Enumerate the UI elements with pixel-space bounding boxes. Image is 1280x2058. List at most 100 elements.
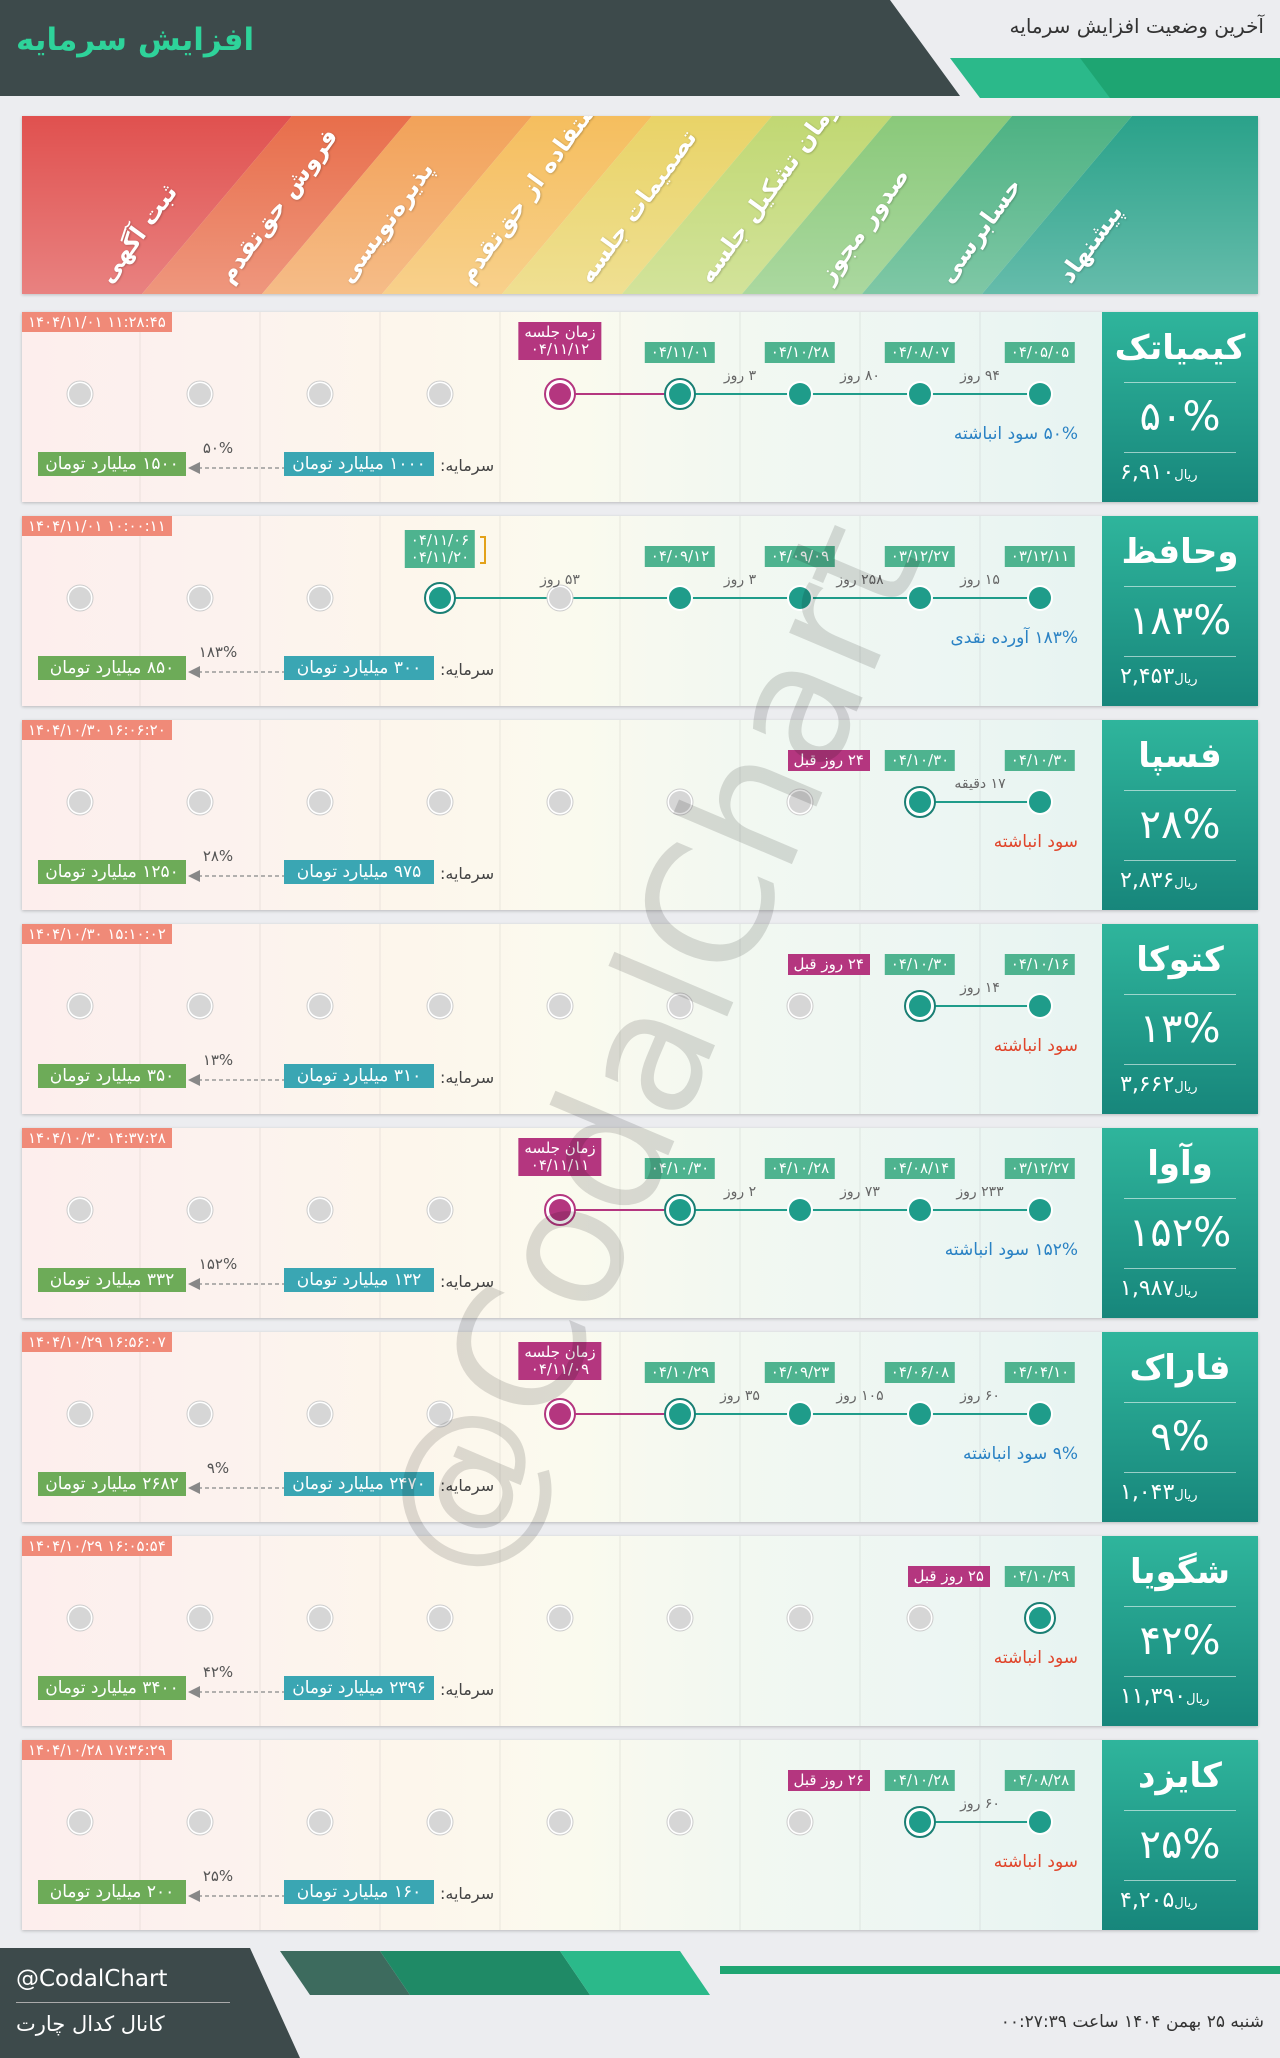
pending-dot	[549, 995, 571, 1017]
increase-percent: ۱۳%	[1139, 1006, 1221, 1052]
stock-symbol[interactable]: وحافظ	[1121, 532, 1239, 572]
stock-card[interactable]: ۰۳/۱۲/۱۱ ۰۳/۱۲/۲۷ ۰۴/۰۹/۰۹ ۰۴/۰۹/۱۲ ۱۵ روز ۲۵…	[22, 516, 1258, 706]
pending-dot	[429, 1403, 451, 1425]
stock-card[interactable]: ۰۴/۱۰/۳۰ ۰۴/۱۰/۳۰ ۱۷ دقیقه ۲۴ روز قبل ۱۴۰۴/۱…	[22, 720, 1258, 910]
pending-dot	[669, 995, 691, 1017]
capital-old: ۹۷۵ میلیارد تومان	[284, 860, 434, 884]
timeline-panel: ۰۴/۰۸/۲۸ ۰۴/۱۰/۲۸ ۶۰ روز ۲۶ روز قبل ۱۴۰۴/۱۰/…	[22, 1740, 1102, 1930]
divider	[1124, 1472, 1236, 1473]
pending-dot	[189, 587, 211, 609]
update-timestamp: ۱۴۰۴/۱۱/۰۱ ۱۱:۲۸:۴۵	[22, 312, 172, 332]
footer-handle[interactable]: @CodalChart	[16, 1966, 168, 1992]
update-timestamp: ۱۴۰۴/۱۰/۲۹ ۱۶:۵۶:۰۷	[22, 1332, 172, 1352]
divider	[1124, 1676, 1236, 1677]
done-dot	[789, 1199, 811, 1221]
date-label: ۰۴/۰۹/۲۳	[764, 1362, 836, 1383]
increase-percent: ۴۲%	[1139, 1618, 1221, 1664]
stock-card[interactable]: ۰۴/۱۰/۲۹ ۲۵ روز قبل ۱۴۰۴/۱۰/۲۹ ۱۶:۰۵:۵۴ سود…	[22, 1536, 1258, 1726]
stock-card[interactable]: ۰۴/۰۸/۲۸ ۰۴/۱۰/۲۸ ۶۰ روز ۲۶ روز قبل ۱۴۰۴/۱۰/…	[22, 1740, 1258, 1930]
stock-symbol[interactable]: کایزد	[1138, 1756, 1222, 1796]
stock-summary: شگویا ۴۲% ریال۱۱,۳۹۰	[1102, 1536, 1258, 1726]
pending-dot	[549, 587, 571, 609]
return-type: سود انباشته	[993, 1648, 1078, 1668]
stock-card[interactable]: ۰۳/۱۲/۲۷ ۰۴/۰۸/۱۴ ۰۴/۱۰/۲۸ ۰۴/۱۰/۳۰ ۲۳۳ روز ۷…	[22, 1128, 1258, 1318]
stock-card[interactable]: ۰۴/۰۵/۰۵ ۰۴/۰۸/۰۷ ۰۴/۱۰/۲۸ ۰۴/۱۱/۰۱ ۹۴ روز ۸۰…	[22, 312, 1258, 502]
pending-dot	[309, 1811, 331, 1833]
header-band	[0, 0, 960, 96]
capital-percent: ۱۵۲%	[198, 1255, 238, 1273]
stock-price: ریال۳,۶۶۲	[1120, 1072, 1198, 1097]
pending-dot	[429, 383, 451, 405]
update-timestamp: ۱۴۰۴/۱۰/۳۰ ۱۵:۱۰:۰۲	[22, 924, 172, 944]
price-unit: ریال	[1174, 468, 1198, 483]
stock-symbol[interactable]: فسپا	[1138, 736, 1222, 776]
meeting-label-title: زمان جلسه	[524, 323, 596, 341]
stock-summary: وآوا ۱۵۲% ریال۱,۹۸۷	[1102, 1128, 1258, 1318]
meeting-dot	[549, 1403, 571, 1425]
pending-dot	[189, 1199, 211, 1221]
capital-label: سرمایه:	[440, 1680, 495, 1699]
pending-dot	[309, 995, 331, 1017]
pending-dot	[69, 995, 91, 1017]
capital-percent: ۱۳%	[202, 1051, 234, 1069]
days-ago-label: ۲۴ روز قبل	[787, 954, 870, 975]
capital-new: ۳۴۰۰ میلیارد تومان	[38, 1676, 186, 1700]
footer-stripe	[720, 1966, 1280, 1974]
stock-symbol[interactable]: کتوکا	[1136, 940, 1224, 980]
header: افزایش سرمایه آخرین وضعیت افزایش سرمایه	[0, 0, 1280, 98]
update-timestamp: ۱۴۰۴/۱۱/۰۱ ۱۰:۰۰:۱۱	[22, 516, 172, 536]
meeting-dot	[549, 1199, 571, 1221]
capital-new: ۱۲۵۰ میلیارد تومان	[38, 860, 186, 884]
capital-label: سرمایه:	[440, 1884, 495, 1903]
footer-band	[0, 1948, 300, 2058]
date-label: ۰۴/۱۰/۲۹	[1004, 1566, 1076, 1587]
price-value: ۲,۴۵۳	[1120, 664, 1175, 689]
divider	[1124, 1064, 1236, 1065]
done-dot	[789, 383, 811, 405]
footer-date: شنبه ۲۵ بهمن ۱۴۰۴ ساعت ۰۰:۲۷:۳۹	[1000, 2012, 1264, 2032]
stock-summary: وحافظ ۱۸۳% ریال۲,۴۵۳	[1102, 516, 1258, 706]
pending-dot	[69, 1607, 91, 1629]
gap-days: ۲۵۸ روز	[836, 572, 884, 588]
pending-dot	[429, 1811, 451, 1833]
stock-card[interactable]: ۰۴/۱۰/۱۶ ۰۴/۱۰/۳۰ ۱۴ روز ۲۴ روز قبل ۱۴۰۴/۱۰/…	[22, 924, 1258, 1114]
price-unit: ریال	[1174, 1080, 1198, 1095]
pending-dot	[669, 791, 691, 813]
timeline-panel: ۰۴/۱۰/۱۶ ۰۴/۱۰/۳۰ ۱۴ روز ۲۴ روز قبل ۱۴۰۴/۱۰/…	[22, 924, 1102, 1114]
capital-old: ۳۱۰ میلیارد تومان	[284, 1064, 434, 1088]
capital-new: ۸۵۰ میلیارد تومان	[38, 656, 186, 680]
gap-days: ۱۵ روز	[960, 572, 1000, 588]
stock-symbol[interactable]: فاراک	[1129, 1348, 1231, 1388]
pending-dot	[789, 791, 811, 813]
current-dot	[669, 1199, 691, 1221]
footer-stripe	[560, 1951, 710, 1995]
done-dot	[669, 587, 691, 609]
date-label: ۰۴/۰۹/۰۹	[764, 546, 836, 567]
done-dot	[1029, 587, 1051, 609]
return-type: سود انباشته	[993, 1036, 1078, 1056]
gap-days: ۹۴ روز	[960, 368, 1000, 384]
pending-dot	[429, 1199, 451, 1221]
increase-percent: ۱۸۳%	[1128, 598, 1232, 644]
current-stage-label: ۰۴/۱۱/۰۶ ۰۴/۱۱/۲۰	[404, 530, 476, 568]
stock-symbol[interactable]: وآوا	[1147, 1144, 1213, 1184]
timeline-panel: ۰۴/۱۰/۲۹ ۲۵ روز قبل ۱۴۰۴/۱۰/۲۹ ۱۶:۰۵:۵۴ سود…	[22, 1536, 1102, 1726]
arrow-left-icon	[188, 1482, 284, 1494]
done-dot	[909, 383, 931, 405]
capital-label: سرمایه:	[440, 864, 495, 883]
pending-dot	[549, 1607, 571, 1629]
stock-card[interactable]: ۰۴/۰۴/۱۰ ۰۴/۰۶/۰۸ ۰۴/۰۹/۲۳ ۰۴/۱۰/۲۹ ۶۰ روز ۱۰…	[22, 1332, 1258, 1522]
price-value: ۱,۹۸۷	[1120, 1276, 1175, 1301]
stock-price: ریال۲,۴۵۳	[1120, 664, 1198, 689]
pending-dot	[69, 1199, 91, 1221]
date-label: ۰۴/۰۸/۱۴	[884, 1158, 956, 1179]
capital-percent: ۲۵%	[202, 1867, 234, 1885]
stock-symbol[interactable]: کیمیاتک	[1114, 328, 1246, 368]
divider	[1124, 656, 1236, 657]
current-dot	[669, 1403, 691, 1425]
stock-symbol[interactable]: شگویا	[1129, 1552, 1231, 1592]
pending-dot	[429, 995, 451, 1017]
capital-new: ۳۵۰ میلیارد تومان	[38, 1064, 186, 1088]
footer-channel: کانال کدال چارت	[16, 2012, 165, 2036]
stock-price: ریال۶,۹۱۰	[1120, 460, 1198, 485]
